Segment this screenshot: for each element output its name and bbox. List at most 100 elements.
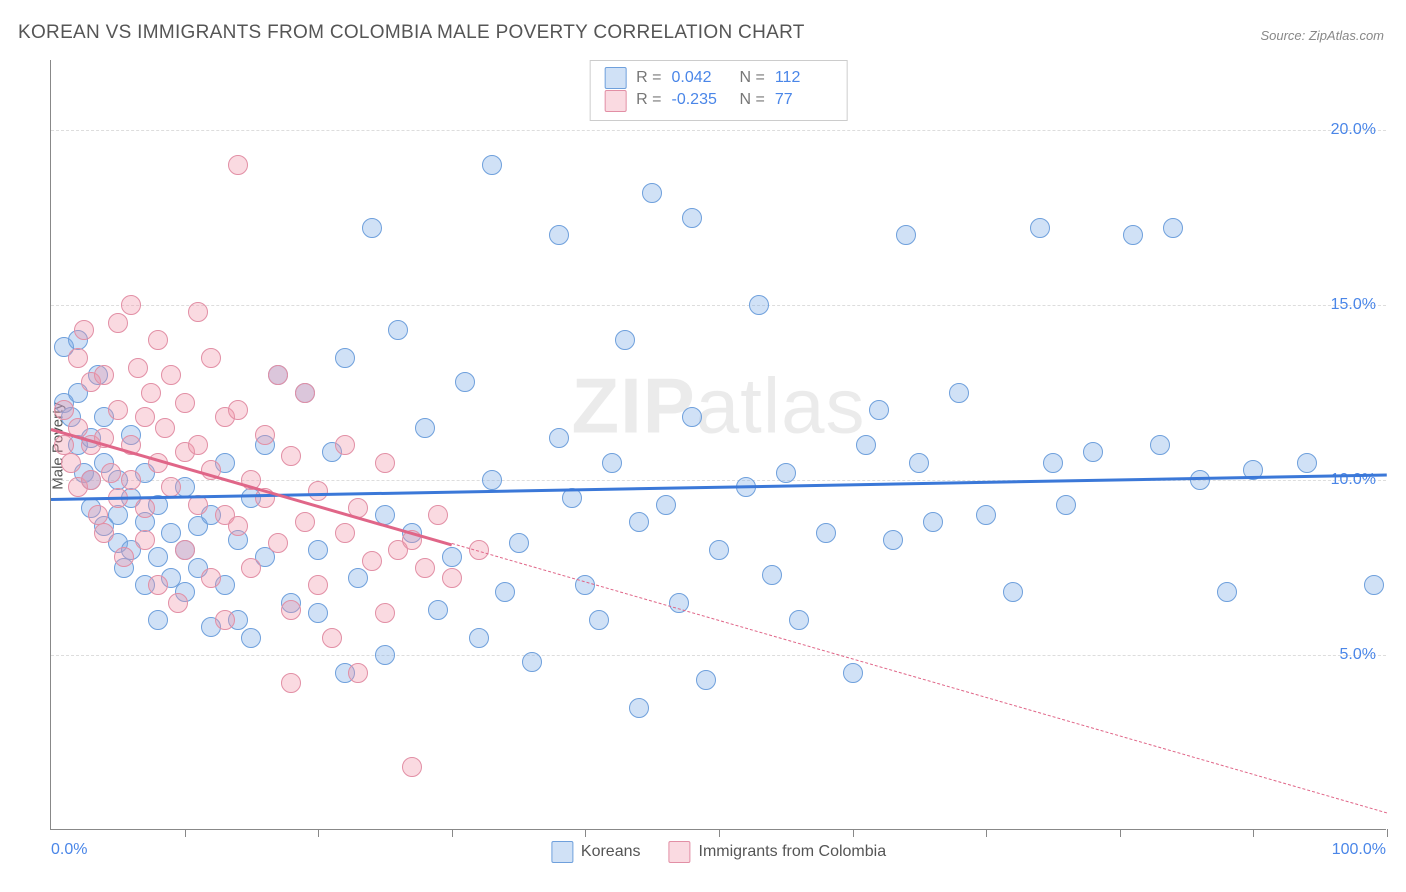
data-point <box>94 365 114 385</box>
data-point <box>308 603 328 623</box>
data-point <box>642 183 662 203</box>
data-point <box>762 565 782 585</box>
data-point <box>682 407 702 427</box>
data-point <box>522 652 542 672</box>
data-point <box>602 453 622 473</box>
data-point <box>615 330 635 350</box>
data-point <box>1056 495 1076 515</box>
data-point <box>241 558 261 578</box>
data-point <box>161 477 181 497</box>
data-point <box>268 533 288 553</box>
data-point <box>362 218 382 238</box>
data-point <box>201 568 221 588</box>
data-point <box>308 575 328 595</box>
data-point <box>188 302 208 322</box>
gridline <box>51 305 1386 306</box>
data-point <box>589 610 609 630</box>
data-point <box>1123 225 1143 245</box>
data-point <box>362 551 382 571</box>
data-point <box>375 453 395 473</box>
n-value: 112 <box>775 67 833 89</box>
data-point <box>161 523 181 543</box>
data-point <box>168 593 188 613</box>
data-point <box>201 348 221 368</box>
data-point <box>776 463 796 483</box>
x-axis-label: 100.0% <box>1332 841 1386 859</box>
data-point <box>228 400 248 420</box>
x-tick <box>452 829 453 837</box>
data-point <box>415 558 435 578</box>
data-point <box>1083 442 1103 462</box>
data-point <box>856 435 876 455</box>
data-point <box>883 530 903 550</box>
data-point <box>629 698 649 718</box>
data-point <box>148 547 168 567</box>
data-point <box>148 610 168 630</box>
x-tick <box>318 829 319 837</box>
data-point <box>108 400 128 420</box>
data-point <box>375 645 395 665</box>
series-legend-label: Koreans <box>581 843 641 861</box>
data-point <box>1163 218 1183 238</box>
data-point <box>54 400 74 420</box>
data-point <box>495 582 515 602</box>
legend-swatch <box>604 90 626 112</box>
data-point <box>749 295 769 315</box>
data-point <box>61 453 81 473</box>
data-point <box>709 540 729 560</box>
data-point <box>1003 582 1023 602</box>
data-point <box>549 225 569 245</box>
data-point <box>161 365 181 385</box>
data-point <box>255 425 275 445</box>
gridline <box>51 655 1386 656</box>
x-tick <box>1120 829 1121 837</box>
data-point <box>295 383 315 403</box>
data-point <box>81 470 101 490</box>
series-legend: KoreansImmigrants from Colombia <box>551 841 886 863</box>
data-point <box>295 512 315 532</box>
legend-swatch <box>604 67 626 89</box>
data-point <box>94 523 114 543</box>
data-point <box>308 481 328 501</box>
y-tick-label: 20.0% <box>1331 121 1376 139</box>
chart-title: KOREAN VS IMMIGRANTS FROM COLOMBIA MALE … <box>18 22 805 44</box>
x-tick <box>185 829 186 837</box>
gridline <box>51 130 1386 131</box>
data-point <box>215 610 235 630</box>
data-point <box>68 348 88 368</box>
data-point <box>402 757 422 777</box>
data-point <box>455 372 475 392</box>
data-point <box>375 603 395 623</box>
data-point <box>843 663 863 683</box>
data-point <box>128 358 148 378</box>
correlation-legend: R =0.042N =112R =-0.235N =77 <box>589 60 848 121</box>
data-point <box>241 628 261 648</box>
n-label: N = <box>740 67 765 89</box>
source-attribution: Source: ZipAtlas.com <box>1260 28 1384 43</box>
data-point <box>923 512 943 532</box>
legend-swatch <box>668 841 690 863</box>
data-point <box>428 505 448 525</box>
y-tick-label: 5.0% <box>1340 646 1376 664</box>
r-label: R = <box>636 89 661 111</box>
data-point <box>101 463 121 483</box>
x-tick <box>986 829 987 837</box>
data-point <box>322 628 342 648</box>
n-value: 77 <box>775 89 833 111</box>
data-point <box>114 547 134 567</box>
data-point <box>976 505 996 525</box>
data-point <box>348 663 368 683</box>
data-point <box>789 610 809 630</box>
data-point <box>696 670 716 690</box>
x-tick <box>1387 829 1388 837</box>
data-point <box>308 540 328 560</box>
x-tick <box>585 829 586 837</box>
data-point <box>482 470 502 490</box>
data-point <box>108 505 128 525</box>
data-point <box>482 155 502 175</box>
data-point <box>148 575 168 595</box>
x-tick <box>719 829 720 837</box>
y-tick-label: 15.0% <box>1331 296 1376 314</box>
x-tick <box>1253 829 1254 837</box>
data-point <box>509 533 529 553</box>
